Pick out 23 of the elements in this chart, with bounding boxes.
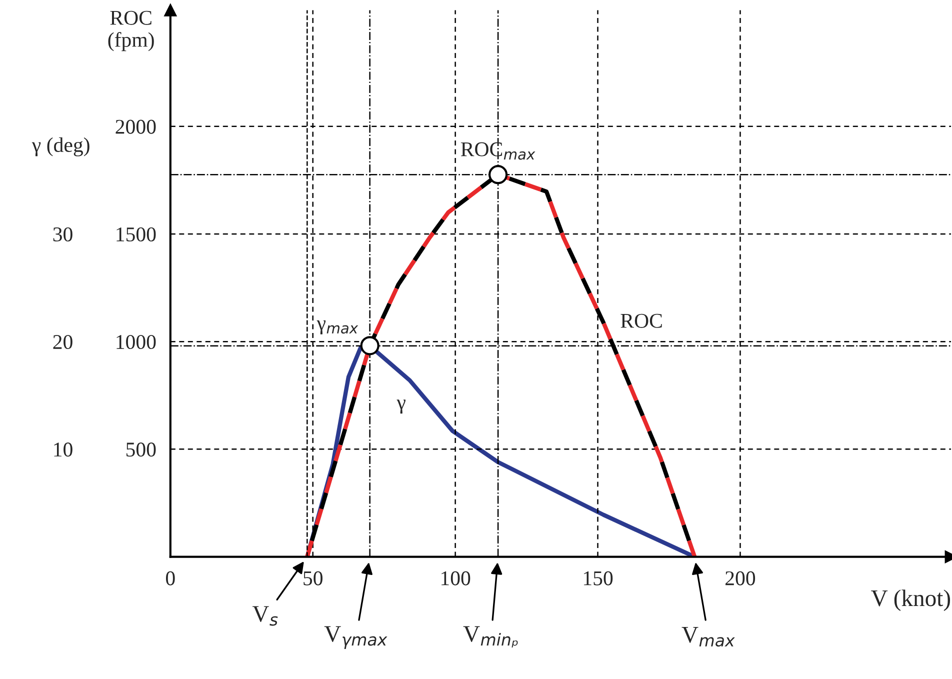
x-tick-label: 150 [584, 571, 613, 586]
x-tick-label: 200 [726, 571, 756, 586]
y-tick-label: 1000 [116, 334, 156, 350]
y-tick-label: 500 [126, 442, 156, 457]
annotation: V$_{γmax}$ [324, 626, 388, 649]
y2-tick-label: 30 [53, 227, 72, 242]
y2-tick-label: 10 [54, 442, 72, 457]
x-tick-label: 50 [304, 571, 322, 586]
y-tick-label: 1500 [116, 227, 156, 242]
y2-axis-title: γ (deg) [32, 137, 90, 156]
annotation: ROC$_{max}$ [460, 142, 536, 160]
annotation: V$_{max}$ [682, 627, 735, 647]
y2-tick-label: 20 [53, 334, 72, 350]
annotation: γ [396, 400, 406, 414]
y-axis-title: ROC (fpm) [108, 10, 154, 52]
y-tick-label: 2000 [116, 120, 156, 134]
x-tick-label: 100 [442, 571, 470, 586]
annotation: ROC [620, 314, 662, 328]
annotation: V$_{s}$ [252, 606, 278, 626]
x-axis-title: V (knot) [871, 590, 950, 611]
annotation: γ$_{max}$ [316, 320, 358, 334]
x-tick-label: 0 [166, 571, 175, 586]
annotation: V$_{minₚ}$ [463, 626, 518, 648]
